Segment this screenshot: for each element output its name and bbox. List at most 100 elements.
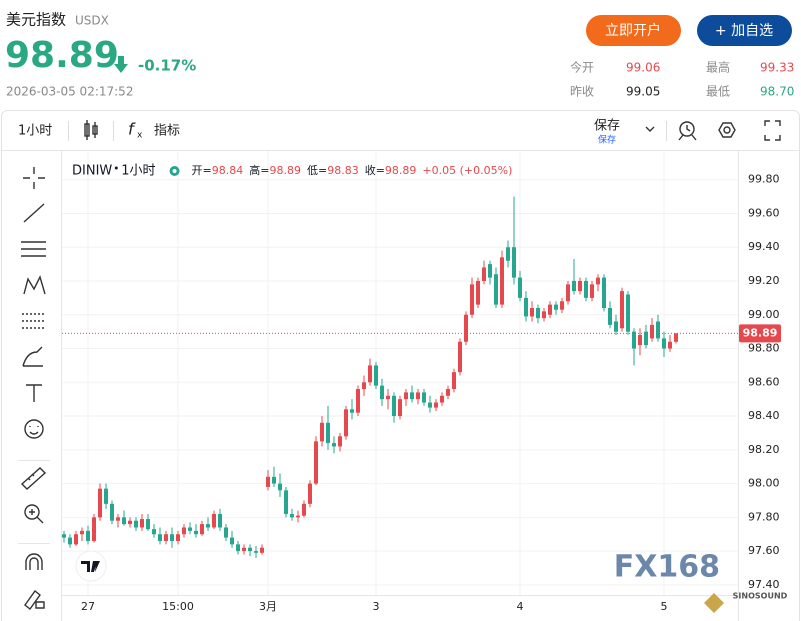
alert-button[interactable]	[678, 121, 697, 141]
candle-body	[356, 389, 360, 413]
candle-body	[110, 503, 114, 521]
candle-body	[320, 422, 324, 442]
candle-body	[92, 517, 96, 541]
emoji-tool[interactable]	[24, 419, 44, 439]
candle-body	[278, 483, 282, 491]
price: 98.89	[5, 35, 119, 76]
candle-body	[452, 372, 456, 390]
candle-body	[362, 382, 366, 390]
y-tick-label: 99.60	[748, 206, 780, 219]
save-dropdown[interactable]	[645, 126, 655, 132]
stat-label: 最低	[706, 85, 730, 99]
candle-body	[122, 517, 126, 525]
candle-body	[428, 402, 432, 408]
candle-body	[470, 284, 474, 315]
stat-value: 98.70	[760, 85, 794, 99]
tv-logo	[75, 550, 107, 582]
zoom-tool[interactable]	[24, 504, 40, 520]
save-button[interactable]: 保存	[594, 119, 620, 134]
last-price-label: 98.89	[743, 326, 778, 339]
pattern-tool[interactable]	[23, 275, 46, 295]
candle-body	[80, 530, 84, 535]
candle-body	[386, 395, 390, 400]
interval-button[interactable]: 1小时	[18, 124, 52, 139]
ruler-tool[interactable]	[20, 467, 47, 490]
candle-body	[344, 409, 348, 437]
candle-body	[536, 308, 540, 319]
candle-body	[212, 513, 216, 528]
candle-body	[392, 395, 396, 417]
button-bg	[697, 15, 792, 46]
legend-label: 开=	[192, 164, 212, 177]
candle-body	[626, 294, 630, 332]
candle-type-button[interactable]	[84, 120, 98, 140]
watermark: FX168	[614, 550, 720, 585]
stat-value: 99.06	[626, 61, 660, 75]
candle-body	[662, 338, 666, 349]
sinosound-logo	[704, 593, 724, 613]
candle-body	[446, 389, 450, 396]
candle-body	[254, 551, 258, 553]
legend-value: 98.89	[385, 164, 417, 177]
candle-body	[302, 503, 306, 516]
candle-body	[236, 544, 240, 552]
open-account-button[interactable]: 立即开户	[586, 15, 681, 46]
candle-body	[224, 527, 228, 538]
candle-body	[176, 534, 180, 541]
candle-body	[134, 520, 138, 528]
instrument-code: USDX	[75, 14, 109, 28]
candle-body	[374, 365, 378, 386]
candle-body	[482, 267, 486, 281]
chart-panel	[1, 110, 800, 621]
magnet-tool[interactable]	[25, 553, 43, 570]
candle-body	[188, 527, 192, 531]
plot	[62, 196, 738, 558]
icon-part	[723, 126, 731, 134]
crosshair-tool[interactable]	[23, 167, 45, 189]
candle-body	[218, 513, 222, 528]
legend-interval: 1小时	[121, 164, 155, 179]
trendline-tool[interactable]	[23, 203, 45, 223]
candle-body	[266, 476, 270, 487]
stat-value: 99.33	[760, 61, 794, 75]
candle-body	[614, 321, 618, 332]
candle-body	[602, 277, 606, 309]
y-tick-label: 99.20	[748, 274, 780, 287]
text-tool[interactable]	[26, 384, 42, 402]
candle-body	[62, 534, 66, 538]
settings-button[interactable]	[718, 122, 736, 138]
candle-body	[194, 530, 198, 535]
y-tick-label: 99.80	[748, 173, 780, 186]
down-arrow	[114, 56, 128, 73]
candle-body	[410, 392, 414, 400]
candle-body	[656, 321, 660, 339]
lock-tool[interactable]	[24, 589, 45, 611]
stat-label: 昨收	[570, 85, 594, 99]
candle-body	[338, 436, 342, 447]
fx-icon: f	[128, 120, 136, 139]
y-tick-label: 99.00	[748, 308, 780, 321]
candle-body	[476, 280, 480, 305]
x-tick-label: 3月	[259, 600, 277, 613]
fib-tool[interactable]	[21, 241, 46, 257]
candle-body	[434, 402, 438, 408]
candle-body	[74, 534, 78, 545]
candle-body	[332, 443, 336, 447]
fullscreen-button[interactable]	[764, 120, 781, 141]
change: -0.17%	[138, 57, 196, 75]
candle-body	[494, 274, 498, 305]
save-status: 保存	[598, 134, 616, 146]
candle-body	[98, 488, 102, 518]
y-tick-label: 99.40	[748, 240, 780, 253]
legend-value: 98.83	[327, 164, 359, 177]
candle-body	[668, 341, 672, 349]
logo-bg	[75, 550, 107, 582]
candle-body	[182, 527, 186, 535]
candle-body	[152, 529, 156, 535]
indicators-button[interactable]: 指标	[154, 124, 180, 139]
brush-tool[interactable]	[22, 346, 43, 367]
candle-body	[458, 341, 462, 373]
fx-icon: x	[137, 131, 143, 141]
add-watch-button[interactable]: + 加自选	[697, 15, 792, 46]
